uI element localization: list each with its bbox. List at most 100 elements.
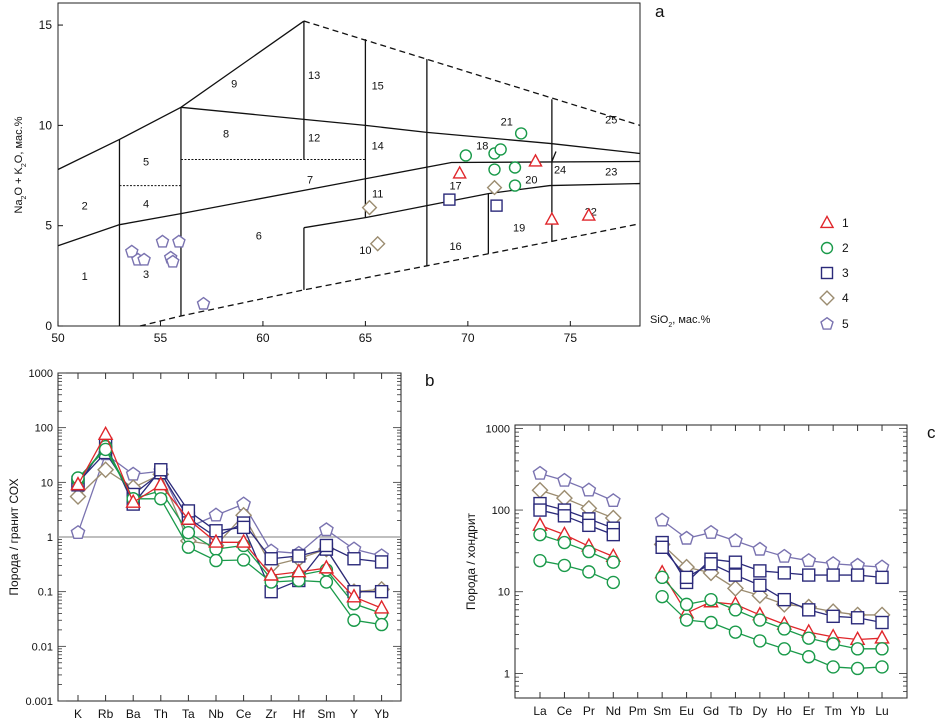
series-line [661, 542, 883, 584]
circle-marker [753, 634, 767, 648]
pentagon-marker [776, 548, 792, 563]
y-tick-label: 1000 [486, 423, 510, 435]
spider-diagram-c: 1 10 100 1000 La Ce Pr Nd Pm Sm Eu Gd Tb Dy Ho Er Tm Yb Lu… [464, 423, 936, 718]
square-marker [777, 592, 791, 607]
circle-marker [319, 575, 334, 589]
x-tick-label: Gd [703, 704, 719, 718]
legend: 1 2 3 4 5 [819, 214, 849, 331]
circle-marker [582, 544, 596, 559]
triangle-marker [452, 165, 467, 179]
triangle-marker [208, 533, 224, 548]
x-tick-label: Lu [875, 704, 888, 718]
circle-marker [704, 615, 718, 630]
y-axis-label: Порода / хондрит [464, 512, 478, 610]
x-tick-label: 70 [461, 331, 475, 345]
panel-label-b: b [425, 371, 434, 390]
circle-marker [606, 575, 620, 590]
plot-frame [57, 2, 641, 327]
x-tick-label: Nd [606, 704, 621, 718]
x-tick-label: 75 [564, 331, 578, 345]
legend-item-4: 4 [819, 290, 849, 306]
series-line [539, 509, 614, 536]
y-axis-label: Порода / гранит СОХ [7, 478, 21, 595]
pentagon-marker [70, 524, 86, 539]
diamond-marker [369, 235, 386, 252]
pentagon-marker [605, 493, 621, 507]
x-axis-label: SiO2, мас.% [650, 314, 711, 329]
series-line [77, 451, 382, 593]
pentagon-marker [728, 533, 743, 548]
circle-marker [181, 540, 196, 554]
diamond-marker [531, 481, 549, 499]
square-marker [154, 463, 168, 477]
legend-item-5: 5 [820, 316, 849, 331]
square-marker [347, 552, 361, 566]
series-line [661, 543, 883, 616]
x-tick-label: Rb [98, 707, 114, 720]
legend-item-3: 3 [820, 266, 849, 280]
x-tick-label: Yb [850, 704, 865, 718]
circle-marker [875, 642, 889, 656]
x-tick-label: Ho [777, 704, 793, 718]
circle-marker [802, 650, 816, 664]
circle-marker [802, 631, 816, 645]
circle-marker [154, 492, 168, 506]
y-tick-label: 0 [45, 319, 52, 333]
panel-label-a: a [655, 2, 665, 21]
series-line [539, 502, 614, 529]
pentagon-marker [172, 234, 186, 248]
field-label: 8 [223, 128, 229, 140]
series-5 [532, 465, 890, 574]
legend-item-2: 2 [820, 241, 849, 255]
circle-marker [655, 589, 669, 604]
circle-marker [728, 603, 743, 617]
diamond-marker [819, 290, 835, 306]
square-marker [802, 568, 816, 582]
field-boundary [57, 20, 305, 171]
field-label: 7 [307, 175, 313, 187]
pentagon-marker [581, 482, 597, 497]
x-tick-label: K [74, 707, 82, 720]
circle-marker [557, 558, 572, 573]
diamond-marker [486, 179, 503, 196]
circle-marker [820, 241, 834, 255]
circle-marker [494, 143, 507, 156]
pentagon-marker [125, 466, 141, 481]
x-tick-label: Pm [629, 704, 647, 718]
y-tick-label: 0.001 [25, 696, 53, 708]
circle-marker [777, 622, 791, 636]
circle-marker [777, 642, 791, 656]
circle-marker [209, 553, 223, 568]
square-marker [655, 540, 669, 554]
field-boundary-dashed [139, 223, 641, 327]
series-line [661, 546, 883, 624]
square-marker [264, 552, 278, 566]
field-label: 16 [449, 241, 461, 253]
circle-marker [533, 527, 547, 542]
series-line [661, 596, 883, 670]
field-label: 9 [231, 78, 237, 90]
triangle-marker [235, 533, 252, 548]
field-label: 19 [513, 223, 525, 235]
x-tick-label: Sm [653, 704, 671, 718]
y-tick-label: 1 [47, 532, 53, 544]
triangle-marker [70, 476, 86, 491]
field-label: 25 [605, 114, 617, 126]
x-tick-label: Eu [679, 704, 694, 718]
pentagon-marker [557, 472, 572, 487]
field-label: 3 [143, 269, 149, 281]
y-axis-label: Na2O + K2O, мас.% [13, 116, 28, 213]
triangle-marker [291, 563, 307, 578]
circle-marker [557, 535, 572, 550]
y-tick-label: 1000 [29, 368, 53, 380]
triangle-marker [528, 153, 543, 167]
series-5 [70, 446, 390, 563]
field-label: 11 [372, 189, 383, 201]
x-tick-label: Y [350, 707, 358, 720]
legend-label: 4 [842, 291, 849, 305]
circle-marker [655, 570, 669, 585]
x-tick-label: 65 [359, 331, 373, 345]
circle-marker [374, 617, 389, 632]
circle-marker [728, 625, 743, 639]
square-marker [319, 538, 334, 553]
